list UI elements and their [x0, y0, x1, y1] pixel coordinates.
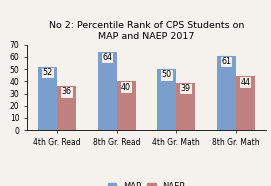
Bar [57, 86, 76, 130]
Title: No 2: Percentile Rank of CPS Students on
MAP and NAEP 2017: No 2: Percentile Rank of CPS Students on… [49, 21, 244, 41]
Legend: MAP, NAEP: MAP, NAEP [104, 179, 188, 186]
Bar [176, 83, 195, 130]
Text: 50: 50 [162, 70, 172, 79]
Text: 44: 44 [240, 78, 250, 87]
Text: 36: 36 [62, 87, 72, 96]
Text: 64: 64 [102, 53, 112, 62]
Bar [217, 56, 236, 130]
Bar [38, 67, 57, 130]
Text: 40: 40 [121, 83, 131, 92]
Bar [236, 76, 255, 130]
Bar [98, 52, 117, 130]
Bar [157, 69, 176, 130]
Text: 61: 61 [221, 57, 231, 66]
Text: 52: 52 [42, 68, 53, 77]
Text: 39: 39 [180, 84, 191, 93]
Bar [117, 81, 136, 130]
